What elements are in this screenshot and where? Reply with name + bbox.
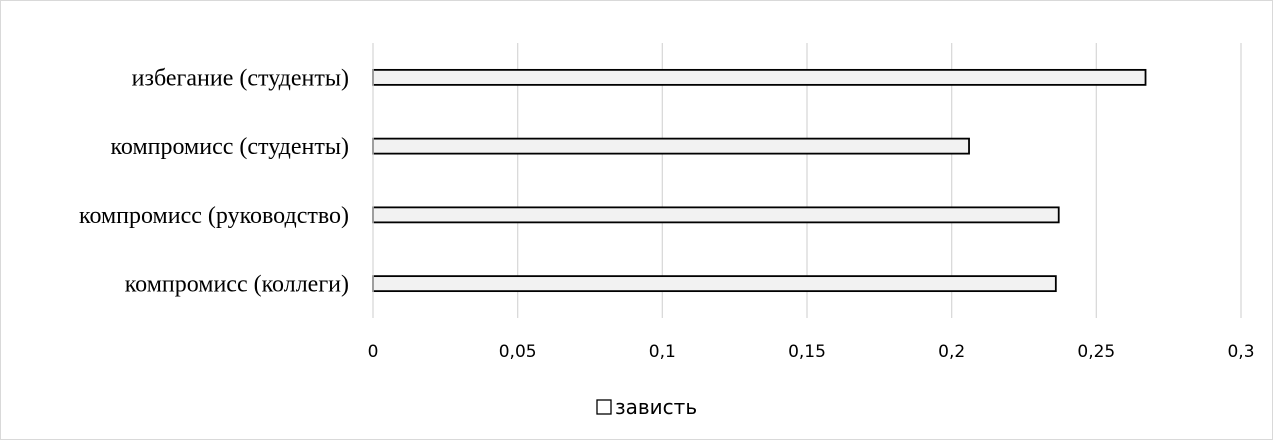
x-tick-label: 0,3 [1227,342,1254,362]
category-label: компромисс (коллеги) [125,272,349,298]
bar [372,275,1057,293]
x-tick-label: 0,25 [1077,342,1115,362]
x-tick-label: 0,1 [649,342,676,362]
category-labels: избегание (студенты) компромисс (студенты… [79,65,349,297]
x-tick-label: 0,15 [788,342,826,362]
bars [372,68,1147,293]
category-label: компромисс (студенты) [110,134,349,160]
bar [372,68,1147,86]
legend-swatch [596,399,612,415]
x-tick-label: 0,2 [938,342,965,362]
tick-labels: 0 0,05 0,1 0,15 0,2 0,25 0,3 [368,342,1255,362]
bar [372,206,1060,224]
legend: зависть [596,395,697,419]
category-label: компромисс (руководство) [79,203,349,229]
bar [372,137,970,155]
x-tick-label: 0 [368,342,379,362]
legend-label: зависть [615,395,697,419]
x-tick-label: 0,05 [499,342,537,362]
gridlines [517,43,1242,318]
category-label: избегание (студенты) [132,65,349,91]
